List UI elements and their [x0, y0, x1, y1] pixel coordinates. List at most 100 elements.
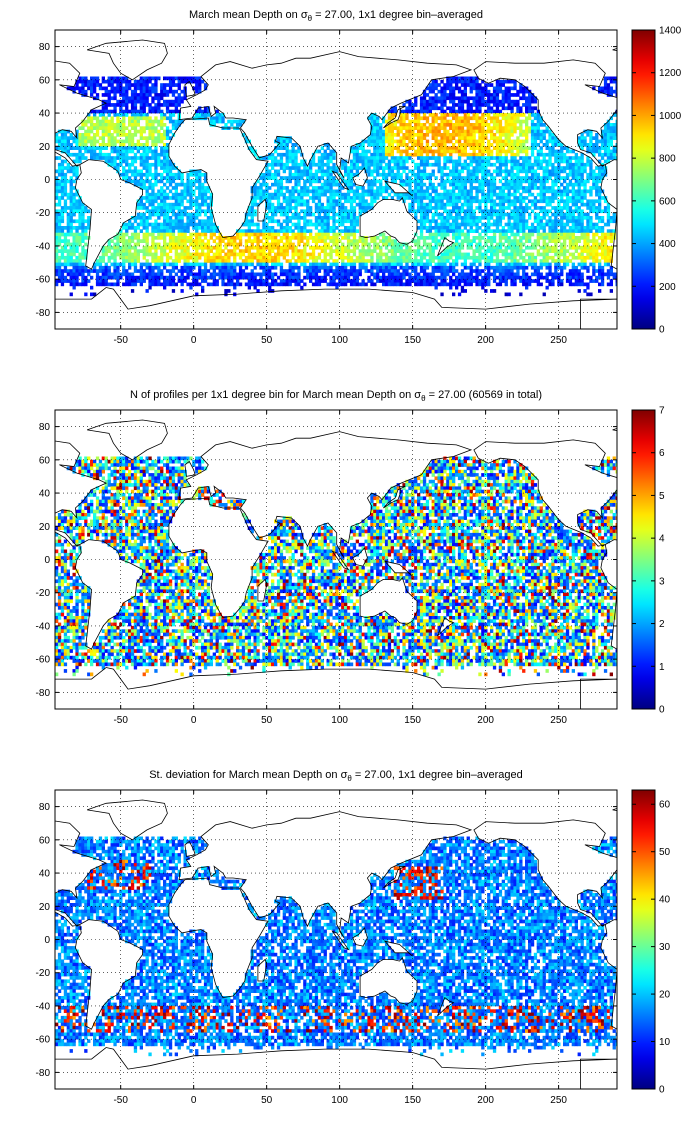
data-cell: [171, 113, 176, 117]
data-cell: [598, 219, 602, 224]
data-cell: [440, 219, 444, 224]
data-cell: [516, 212, 520, 217]
data-cell: [78, 133, 82, 137]
data-cell: [443, 119, 447, 124]
data-cell: [66, 239, 70, 243]
data-cell: [63, 182, 68, 187]
data-cell: [431, 113, 435, 117]
data-cell: [349, 216, 354, 220]
data-cell: [580, 182, 584, 187]
data-cell: [580, 159, 584, 164]
data-cell: [472, 113, 476, 117]
data-cell: [457, 162, 462, 167]
data-cell: [528, 182, 532, 187]
data-cell: [335, 199, 339, 204]
data-cell: [495, 126, 500, 130]
data-cell: [338, 219, 342, 224]
data-cell: [361, 209, 365, 214]
data-cell: [154, 136, 158, 140]
data-cell: [332, 229, 336, 233]
data-cell: [163, 192, 167, 197]
data-cell: [165, 176, 170, 180]
data-cell: [519, 106, 523, 111]
data-cell: [446, 133, 450, 137]
data-cell: [341, 196, 345, 200]
data-cell: [320, 176, 324, 180]
data-cell: [457, 79, 462, 84]
data-cell: [125, 176, 129, 180]
data-cell: [390, 126, 394, 130]
data-cell: [455, 86, 459, 91]
data-cell: [598, 226, 602, 230]
data-cell: [101, 103, 105, 107]
data-cell: [417, 162, 421, 167]
data-cell: [253, 196, 257, 200]
data-cell: [291, 149, 295, 154]
data-cell: [428, 113, 432, 117]
data-cell: [66, 212, 70, 217]
data-cell: [565, 229, 570, 233]
data-cell: [589, 206, 593, 210]
data-cell: [367, 186, 371, 190]
data-cell: [551, 146, 555, 150]
data-cell: [405, 176, 409, 180]
data-cell: [157, 236, 161, 240]
data-cell: [163, 146, 167, 150]
data-cell: [519, 182, 523, 187]
data-cell: [349, 229, 354, 233]
data-cell: [408, 186, 412, 190]
data-cell: [495, 209, 500, 214]
data-cell: [163, 113, 167, 117]
data-cell: [446, 76, 450, 81]
data-cell: [323, 149, 327, 154]
data-cell: [387, 133, 392, 137]
data-cell: [285, 159, 289, 164]
data-cell: [55, 192, 59, 197]
data-cell: [81, 236, 85, 240]
data-cell: [513, 79, 517, 84]
data-cell: [136, 83, 140, 87]
data-cell: [463, 89, 467, 94]
data-cell: [98, 86, 103, 91]
data-cell: [326, 169, 330, 174]
data-cell: [203, 209, 208, 214]
data-cell: [434, 196, 438, 200]
data-cell: [148, 209, 152, 214]
data-cell: [104, 126, 108, 130]
data-cell: [142, 222, 146, 227]
data-cell: [428, 109, 432, 114]
data-cell: [288, 172, 292, 177]
data-cell: [84, 133, 88, 137]
data-cell: [306, 169, 310, 174]
data-cell: [136, 216, 140, 220]
data-cell: [510, 172, 514, 177]
data-cell: [165, 222, 170, 227]
data-cell: [574, 236, 578, 240]
data-cell: [66, 219, 70, 224]
data-cell: [300, 162, 304, 167]
data-cell: [282, 186, 286, 190]
data-cell: [522, 226, 526, 230]
data-cell: [530, 143, 535, 147]
data-cell: [463, 109, 467, 114]
data-cell: [57, 209, 62, 214]
data-cell: [163, 236, 167, 240]
data-cell: [507, 103, 511, 107]
data-cell: [399, 176, 403, 180]
data-cell: [457, 103, 462, 107]
data-cell: [492, 139, 497, 144]
data-cell: [203, 236, 208, 240]
data-cell: [492, 199, 497, 204]
data-cell: [180, 209, 184, 214]
data-cell: [358, 186, 362, 190]
data-cell: [189, 202, 193, 207]
data-cell: [198, 219, 202, 224]
data-cell: [452, 186, 456, 190]
data-cell: [145, 96, 149, 101]
data-cell: [606, 216, 611, 220]
data-cell: [536, 119, 540, 124]
data-cell: [346, 232, 351, 237]
data-cell: [463, 199, 467, 204]
data-cell: [145, 239, 149, 243]
data-cell: [449, 156, 453, 160]
